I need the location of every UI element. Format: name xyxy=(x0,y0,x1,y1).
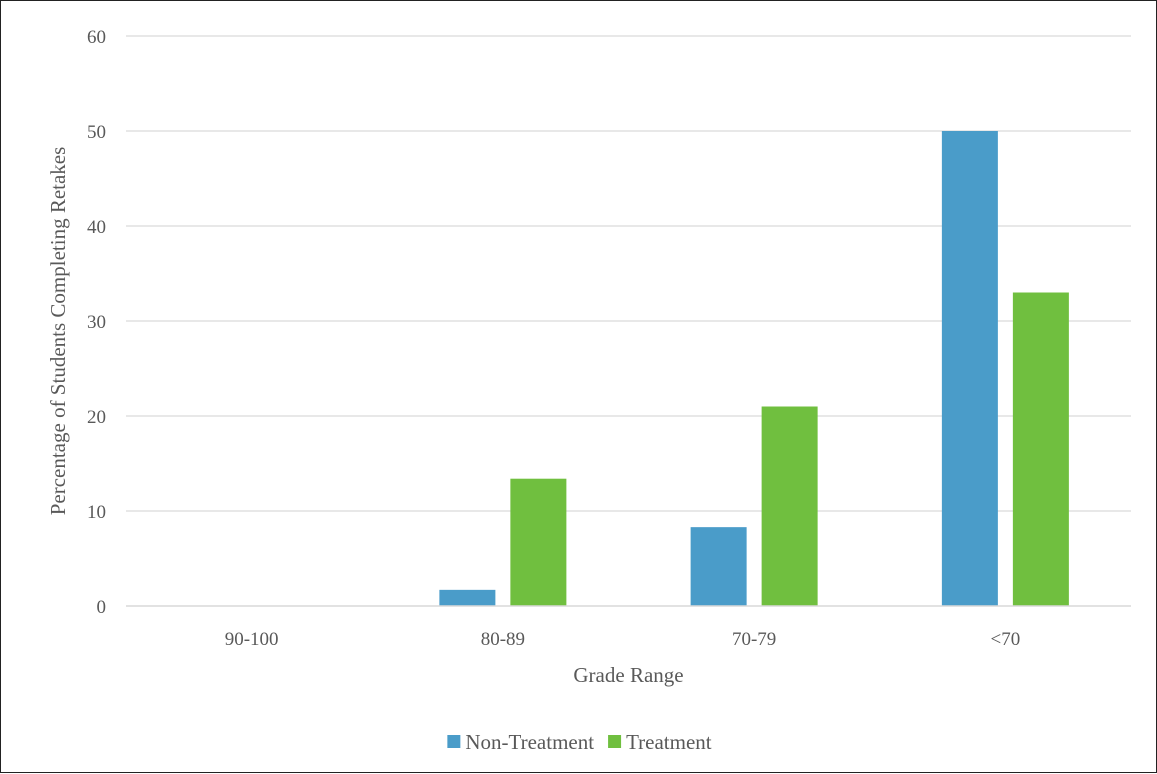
bars xyxy=(439,131,1069,606)
legend-label-treatment: Treatment xyxy=(626,730,712,754)
x-tick-label: 80-89 xyxy=(481,629,525,650)
y-tick-label: 0 xyxy=(97,597,107,618)
y-tick-labels: 0 10 20 30 40 50 60 xyxy=(87,27,106,618)
x-tick-label: <70 xyxy=(991,629,1021,650)
legend: Non-Treatment Treatment xyxy=(447,730,712,754)
y-tick-label: 20 xyxy=(87,407,106,428)
bar-treatment-4 xyxy=(1012,292,1069,606)
legend-swatch-treatment xyxy=(608,735,622,748)
bar-non-treatment-3 xyxy=(690,527,747,606)
bar-non-treatment-2 xyxy=(439,589,496,606)
y-axis-title: Percentage of Students Completing Retake… xyxy=(46,147,70,516)
legend-swatch-non-treatment xyxy=(447,735,461,748)
y-tick-label: 30 xyxy=(87,312,106,333)
y-tick-label: 50 xyxy=(87,122,106,143)
x-axis-title: Grade Range xyxy=(573,663,683,687)
x-tick-labels: 90-100 80-89 70-79 <70 xyxy=(225,629,1021,650)
y-tick-label: 60 xyxy=(87,27,106,48)
x-tick-label: 90-100 xyxy=(225,629,279,650)
x-tick-label: 70-79 xyxy=(732,629,776,650)
y-tick-label: 40 xyxy=(87,217,106,238)
legend-label-non-treatment: Non-Treatment xyxy=(465,730,594,754)
bar-treatment-3 xyxy=(761,406,818,606)
bar-non-treatment-4 xyxy=(941,131,998,606)
bar-treatment-2 xyxy=(510,478,567,606)
y-tick-label: 10 xyxy=(87,502,106,523)
